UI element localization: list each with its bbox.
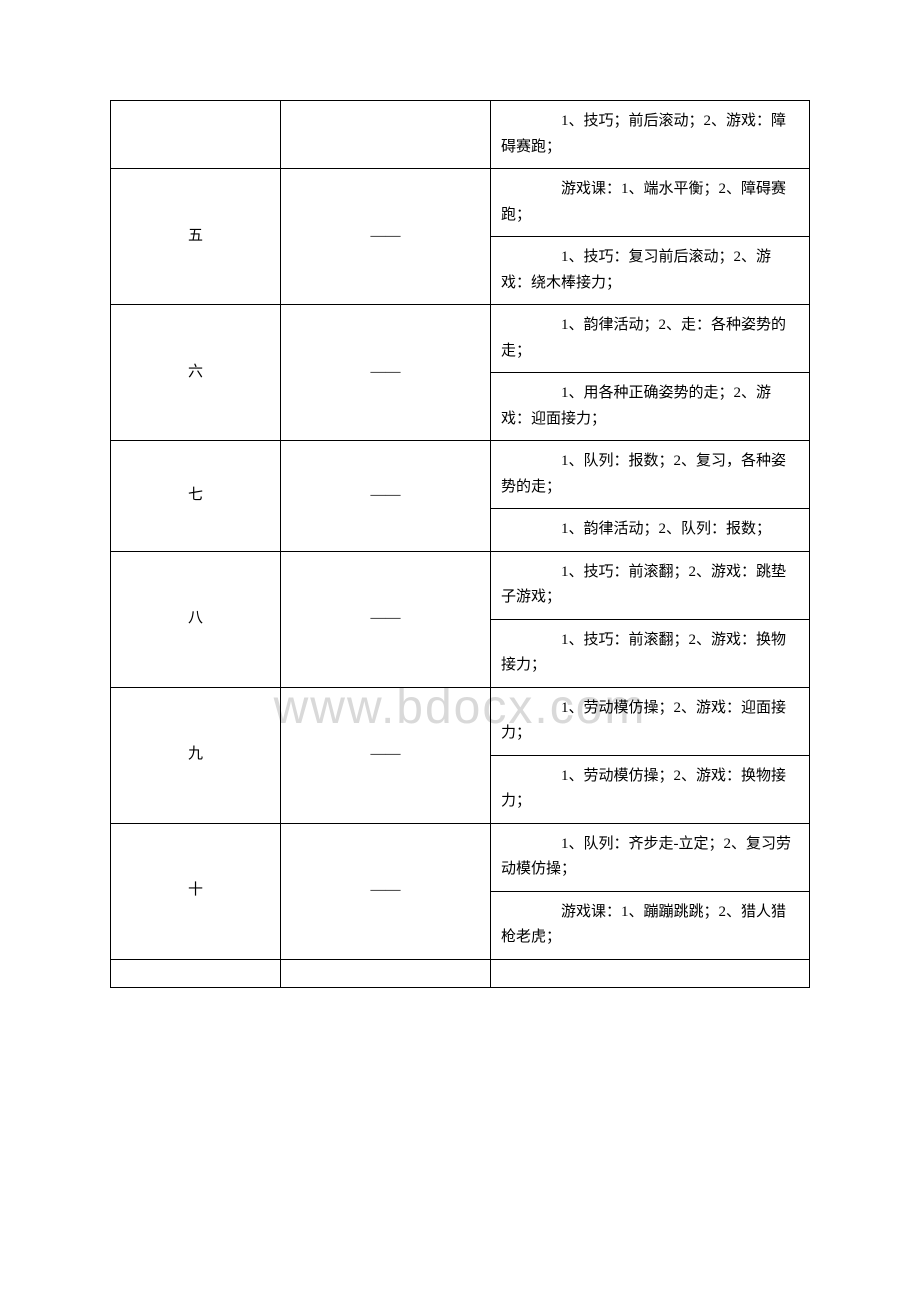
cell-period: 十 [111,823,281,959]
schedule-table: 1、技巧；前后滚动；2、游戏：障碍赛跑； 五 —— 游戏课：1、端水平衡；2、障… [110,100,810,988]
cell-content: 游戏课：1、蹦蹦跳跳；2、猎人猎枪老虎； [491,891,810,959]
cell-dash [281,959,491,987]
cell-period: 五 [111,169,281,305]
cell-content: 1、劳动模仿操；2、游戏：迎面接力； [491,687,810,755]
table-row: 十 —— 1、队列：齐步走-立定；2、复习劳动模仿操； [111,823,810,891]
cell-content: 1、劳动模仿操；2、游戏：换物接力； [491,755,810,823]
cell-content: 1、用各种正确姿势的走；2、游戏：迎面接力； [491,373,810,441]
table-body: 1、技巧；前后滚动；2、游戏：障碍赛跑； 五 —— 游戏课：1、端水平衡；2、障… [111,101,810,988]
cell-content: 游戏课：1、端水平衡；2、障碍赛跑； [491,169,810,237]
cell-period [111,959,281,987]
cell-period [111,101,281,169]
cell-dash [281,101,491,169]
table-row [111,959,810,987]
table-row: 六 —— 1、韵律活动；2、走：各种姿势的走； [111,305,810,373]
cell-content: 1、队列：报数；2、复习，各种姿势的走； [491,441,810,509]
table-row: 1、技巧；前后滚动；2、游戏：障碍赛跑； [111,101,810,169]
cell-content: 1、技巧：前滚翻；2、游戏：换物接力； [491,619,810,687]
cell-dash: —— [281,169,491,305]
cell-content: 1、技巧：复习前后滚动；2、游戏：绕木棒接力； [491,237,810,305]
cell-content [491,959,810,987]
table-row: 七 —— 1、队列：报数；2、复习，各种姿势的走； [111,441,810,509]
cell-content: 1、技巧：前滚翻；2、游戏：跳垫子游戏； [491,551,810,619]
table-row: 九 —— 1、劳动模仿操；2、游戏：迎面接力； [111,687,810,755]
cell-period: 九 [111,687,281,823]
cell-period: 六 [111,305,281,441]
table-row: 八 —— 1、技巧：前滚翻；2、游戏：跳垫子游戏； [111,551,810,619]
cell-dash: —— [281,551,491,687]
cell-content: 1、技巧；前后滚动；2、游戏：障碍赛跑； [491,101,810,169]
cell-content: 1、韵律活动；2、队列：报数； [491,509,810,552]
table-row: 五 —— 游戏课：1、端水平衡；2、障碍赛跑； [111,169,810,237]
cell-period: 八 [111,551,281,687]
cell-dash: —— [281,687,491,823]
cell-period: 七 [111,441,281,552]
cell-dash: —— [281,441,491,552]
cell-dash: —— [281,305,491,441]
table-container: 1、技巧；前后滚动；2、游戏：障碍赛跑； 五 —— 游戏课：1、端水平衡；2、障… [110,100,810,988]
cell-content: 1、队列：齐步走-立定；2、复习劳动模仿操； [491,823,810,891]
cell-dash: —— [281,823,491,959]
cell-content: 1、韵律活动；2、走：各种姿势的走； [491,305,810,373]
